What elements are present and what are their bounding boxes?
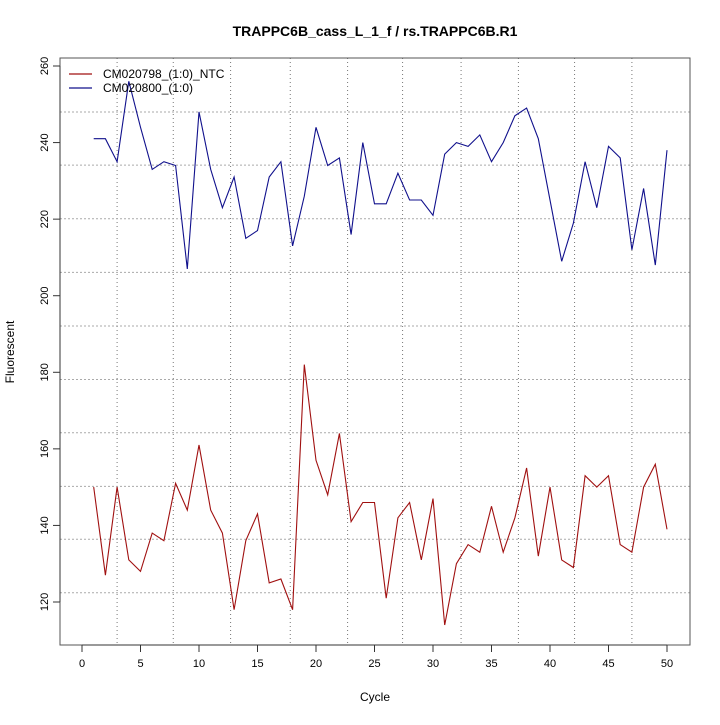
y-tick-label: 160 <box>39 440 51 458</box>
series-group <box>93 81 668 626</box>
legend-label-2: CM020800_(1:0) <box>103 81 193 95</box>
y-tick-label: 220 <box>39 210 51 228</box>
x-tick-label: 15 <box>251 658 263 670</box>
chart-title: TRAPPC6B_cass_L_1_f / rs.TRAPPC6B.R1 <box>233 23 518 39</box>
y-tick-label: 180 <box>39 363 51 381</box>
x-tick-label: 5 <box>137 658 143 670</box>
x-tick-label: 40 <box>544 658 556 670</box>
legend-label-1: CM020798_(1:0)_NTC <box>103 67 225 81</box>
y-tick-label: 140 <box>39 516 51 534</box>
x-tick-label: 25 <box>368 658 380 670</box>
y-tick-label: 240 <box>39 133 51 151</box>
x-axis: 0 5 10 15 20 25 30 35 40 45 50 <box>79 644 673 670</box>
x-tick-label: 10 <box>193 658 205 670</box>
x-tick-label: 30 <box>427 658 439 670</box>
x-tick-label: 20 <box>310 658 322 670</box>
y-tick-label: 260 <box>39 57 51 75</box>
series-line-2 <box>93 81 668 269</box>
y-tick-label: 120 <box>39 593 51 611</box>
x-tick-label: 35 <box>485 658 497 670</box>
plot-frame <box>59 57 691 646</box>
y-tick-label: 200 <box>39 287 51 305</box>
y-axis-label: Fluorescent <box>3 320 17 383</box>
x-tick-label: 45 <box>602 658 614 670</box>
series-line-1 <box>93 364 668 626</box>
x-tick-label: 50 <box>661 658 673 670</box>
x-tick-label: 0 <box>79 658 85 670</box>
y-axis: 120 140 160 180 200 220 240 260 <box>39 57 61 611</box>
grid <box>60 58 690 645</box>
x-axis-label: Cycle <box>360 690 390 704</box>
